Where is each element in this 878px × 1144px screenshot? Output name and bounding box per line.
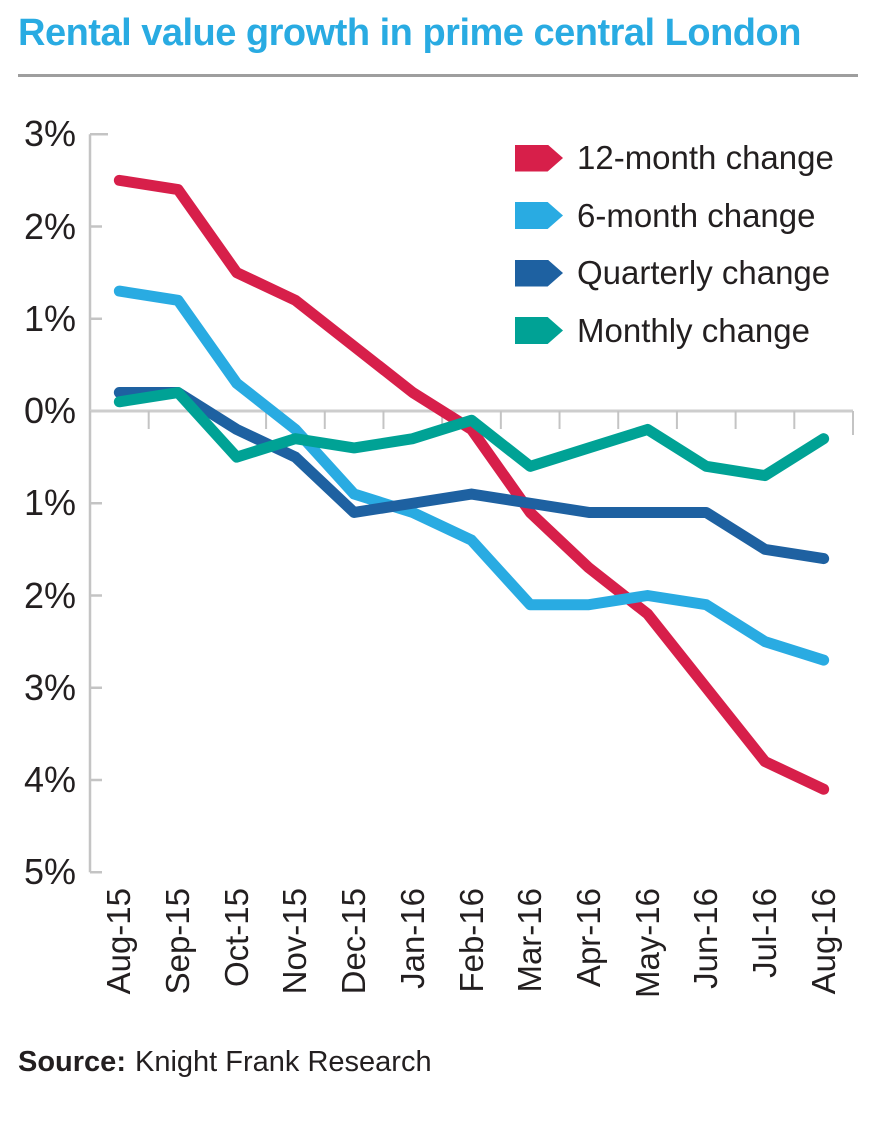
legend-marker-icon bbox=[515, 259, 563, 287]
x-axis-label: Jun-16 bbox=[687, 888, 725, 989]
y-axis-label: 5% bbox=[23, 851, 76, 893]
x-axis-label: Oct-15 bbox=[217, 888, 255, 988]
y-axis-label: 2% bbox=[23, 574, 76, 616]
series-line-monthly-change bbox=[113, 387, 830, 482]
x-axis-label: Aug-16 bbox=[804, 888, 842, 995]
y-axis-label: 4% bbox=[23, 759, 76, 800]
x-axis-label: Sep-15 bbox=[159, 888, 197, 995]
y-axis-label: 3% bbox=[23, 666, 76, 708]
series-line-6-month-change bbox=[113, 285, 830, 666]
x-axis-label: Apr-16 bbox=[569, 888, 607, 988]
y-axis-label: 2% bbox=[23, 205, 76, 247]
source-label: Source: bbox=[18, 1046, 126, 1078]
y-axis-label: 0% bbox=[23, 390, 76, 431]
title-rule bbox=[18, 74, 858, 77]
x-axis-label: Feb-16 bbox=[452, 888, 490, 993]
legend-label: 12-month change bbox=[577, 139, 834, 176]
legend-label: Quarterly change bbox=[577, 254, 831, 291]
source-line: Source: Knight Frank Research bbox=[18, 1046, 432, 1079]
x-axis-label: Mar-16 bbox=[511, 888, 549, 993]
chart-title: Rental value growth in prime central Lon… bbox=[18, 12, 801, 54]
legend-label: Monthly change bbox=[577, 311, 810, 349]
y-axis-label: 1% bbox=[23, 482, 76, 524]
y-axis-label: 3% bbox=[23, 113, 76, 155]
x-axis-label: Aug-15 bbox=[100, 888, 138, 995]
series-line-quarterly-change bbox=[113, 387, 830, 565]
x-axis-label: Dec-15 bbox=[335, 888, 373, 995]
x-axis-label: May-16 bbox=[628, 888, 666, 999]
series-line-12-month-change bbox=[113, 174, 830, 795]
legend-item-12-month-change: 12-month change bbox=[515, 136, 834, 180]
legend-marker-icon bbox=[515, 317, 563, 344]
x-axis-label: Jul-16 bbox=[745, 888, 783, 978]
legend-marker-icon bbox=[515, 202, 563, 229]
y-axis-label: 1% bbox=[23, 297, 76, 339]
legend-item-quarterly-change: Quarterly change bbox=[515, 251, 830, 295]
legend-item-6-month-change: 6-month change bbox=[515, 194, 816, 238]
source-text: Knight Frank Research bbox=[134, 1046, 432, 1078]
legend-marker-icon bbox=[515, 144, 563, 172]
legend-item-monthly-change: Monthly change bbox=[515, 309, 810, 353]
x-axis-label: Nov-15 bbox=[276, 888, 314, 995]
legend-label: 6-month change bbox=[577, 196, 816, 234]
x-axis-label: Jan-16 bbox=[393, 888, 431, 989]
